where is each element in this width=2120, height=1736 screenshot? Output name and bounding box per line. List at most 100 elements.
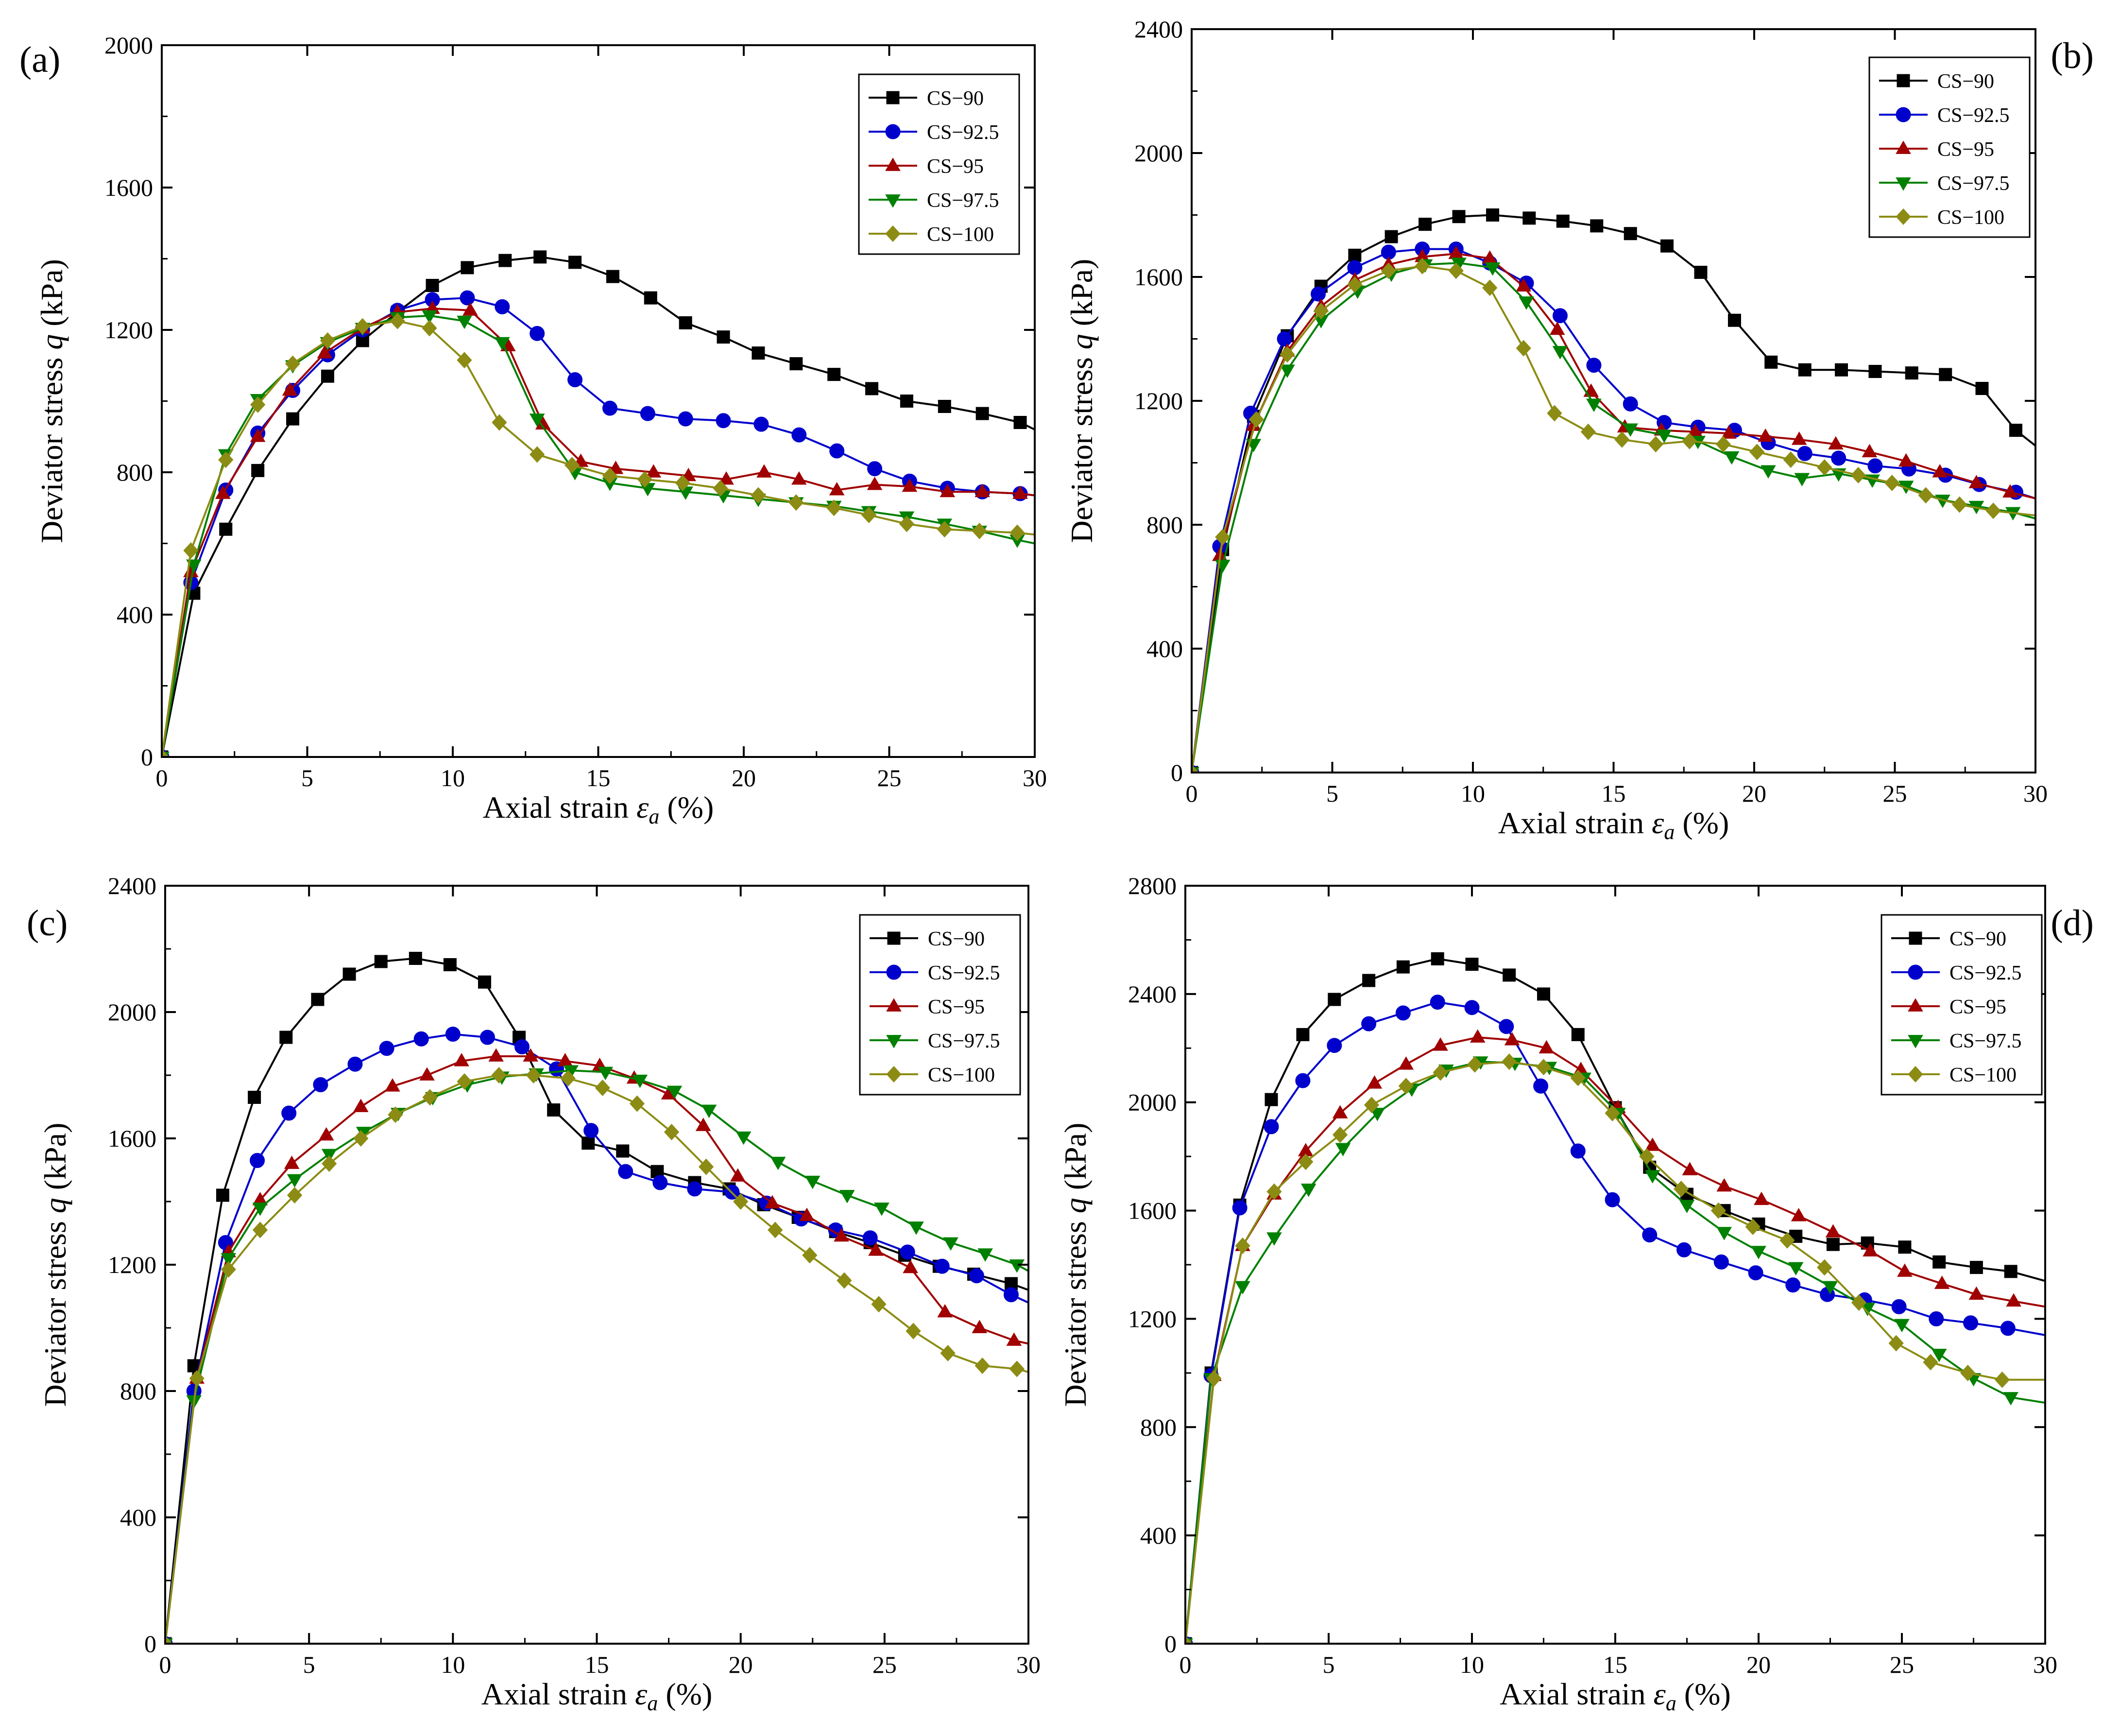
- data-point: [1644, 1137, 1660, 1151]
- data-point: [1897, 1263, 1913, 1277]
- legend-marker: [1908, 1035, 1923, 1048]
- data-point: [868, 1242, 884, 1256]
- data-point: [1385, 230, 1398, 243]
- data-point: [1464, 1000, 1480, 1015]
- legend-label: CS−97.5: [928, 1030, 1000, 1052]
- data-point: [313, 1077, 328, 1092]
- data-point: [353, 1130, 369, 1147]
- data-point: [1396, 960, 1410, 974]
- chart-panel-a: 0 5 10 15 20 25 30 0 400 800 1200 1600 2000 Axial str…: [19, 32, 1047, 828]
- data-point: [1470, 1029, 1486, 1043]
- data-point: [1724, 451, 1740, 465]
- data-point: [1851, 1294, 1867, 1311]
- data-point: [529, 413, 545, 427]
- data-point: [1570, 1069, 1586, 1086]
- data-point: [250, 1153, 265, 1168]
- y-axis-symbol: q: [38, 1198, 72, 1213]
- data-point: [1362, 974, 1376, 987]
- data-point: [1679, 1200, 1695, 1214]
- data-point: [1605, 1192, 1620, 1207]
- data-point: [1764, 355, 1778, 369]
- data-point: [1499, 1019, 1514, 1034]
- data-point: [678, 411, 693, 427]
- data-point: [284, 1155, 300, 1169]
- data-point: [1713, 1254, 1729, 1270]
- data-point: [318, 1127, 334, 1141]
- data-point: [461, 261, 474, 275]
- data-point: [903, 1259, 918, 1273]
- data-point: [1898, 453, 1914, 467]
- data-point: [969, 1268, 984, 1284]
- data-point: [1623, 396, 1638, 412]
- data-point: [1571, 1028, 1585, 1041]
- data-point: [1891, 1299, 1907, 1314]
- data-point: [498, 254, 512, 267]
- data-point: [322, 1155, 337, 1172]
- data-point: [286, 412, 300, 426]
- data-point: [934, 1258, 950, 1274]
- x-tick-label: 5: [1326, 780, 1338, 807]
- y-axis-title-text: Deviator stress: [34, 350, 69, 543]
- data-point: [1206, 1370, 1222, 1387]
- data-point: [616, 1144, 630, 1158]
- data-point: [1932, 464, 1948, 478]
- x-axis-title-text: Axial strain: [1498, 806, 1652, 840]
- data-point: [789, 357, 803, 371]
- data-point: [791, 471, 807, 485]
- data-point: [317, 345, 333, 359]
- data-point: [215, 485, 231, 499]
- legend-box: [858, 73, 1020, 255]
- data-point: [1721, 425, 1737, 439]
- data-point: [1751, 1246, 1766, 1259]
- legend-marker: [1896, 208, 1911, 225]
- data-point: [1313, 303, 1329, 320]
- data-point: [1968, 475, 1984, 488]
- data-point: [1963, 1315, 1979, 1331]
- data-point: [422, 320, 437, 337]
- data-point: [1791, 431, 1807, 445]
- data-point: [287, 1174, 303, 1188]
- data-point: [279, 1031, 293, 1044]
- data-point: [1761, 465, 1776, 479]
- data-point: [388, 1106, 403, 1123]
- y-tick-label: 1600: [108, 1125, 156, 1152]
- data-point: [1503, 968, 1516, 982]
- data-point: [445, 1027, 461, 1042]
- data-point: [834, 1228, 849, 1242]
- data-point: [1868, 364, 1882, 378]
- data-point: [457, 315, 472, 329]
- data-point: [839, 1190, 855, 1203]
- data-point: [1004, 1277, 1018, 1290]
- data-point: [1929, 1311, 1944, 1326]
- series-line: [1185, 1061, 2045, 1644]
- data-point: [1828, 436, 1844, 450]
- data-point: [1779, 1232, 1795, 1249]
- data-point: [644, 291, 657, 305]
- x-axis-symbol: ε: [1652, 806, 1664, 840]
- y-axis-title-text: Deviator stress: [1058, 1213, 1093, 1407]
- data-point: [1266, 1232, 1282, 1246]
- data-point: [2006, 1293, 2021, 1307]
- data-point: [829, 443, 845, 459]
- panel-label: (b): [2051, 35, 2094, 76]
- data-point: [861, 506, 877, 523]
- y-tick-label: 400: [120, 1504, 156, 1531]
- legend-label: CS−92.5: [1949, 962, 2022, 984]
- data-point: [664, 1124, 680, 1140]
- data-point: [1335, 1143, 1351, 1157]
- legend-label: CS−97.5: [927, 189, 999, 212]
- x-tick-label: 15: [586, 764, 611, 791]
- series-cs-95: [162, 300, 1035, 757]
- legend-marker: [887, 931, 901, 945]
- data-point: [2004, 1265, 2017, 1278]
- series-cs-97.5: [1192, 258, 2035, 773]
- legend-marker: [885, 225, 901, 242]
- x-axis-title: Axial strain εa (%): [1498, 806, 1729, 844]
- legend-label: CS−97.5: [1937, 172, 2010, 195]
- data-point: [753, 416, 769, 432]
- data-point: [1867, 458, 1883, 474]
- legend-marker: [1896, 177, 1911, 191]
- data-point: [189, 1370, 205, 1387]
- data-point: [618, 1164, 633, 1179]
- series-line: [1192, 262, 2035, 773]
